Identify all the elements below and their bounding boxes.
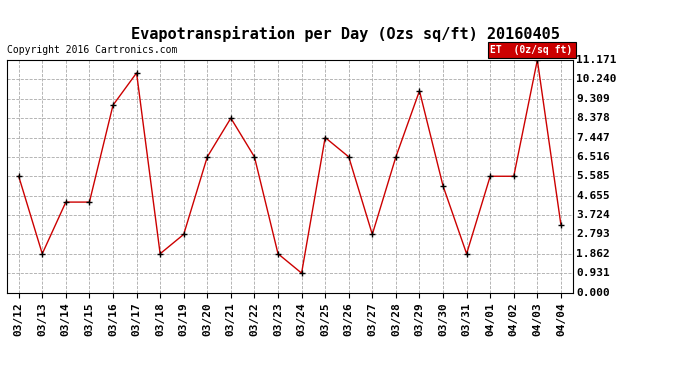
Text: 6.516: 6.516 [576,152,610,162]
Text: Evapotranspiration per Day (Ozs sq/ft) 20160405: Evapotranspiration per Day (Ozs sq/ft) 2… [130,26,560,42]
Text: 9.309: 9.309 [576,94,610,104]
Text: 5.585: 5.585 [576,171,610,181]
Text: 0.931: 0.931 [576,268,610,278]
Text: 0.000: 0.000 [576,288,610,297]
Text: 7.447: 7.447 [576,132,610,142]
Text: 4.655: 4.655 [576,190,610,201]
Text: 2.793: 2.793 [576,230,610,239]
Text: 1.862: 1.862 [576,249,610,259]
Text: Copyright 2016 Cartronics.com: Copyright 2016 Cartronics.com [7,45,177,55]
Text: 10.240: 10.240 [576,74,617,84]
Text: 8.378: 8.378 [576,113,610,123]
Text: 3.724: 3.724 [576,210,610,220]
Text: ET  (0z/sq ft): ET (0z/sq ft) [491,45,573,56]
Text: 11.171: 11.171 [576,55,617,65]
